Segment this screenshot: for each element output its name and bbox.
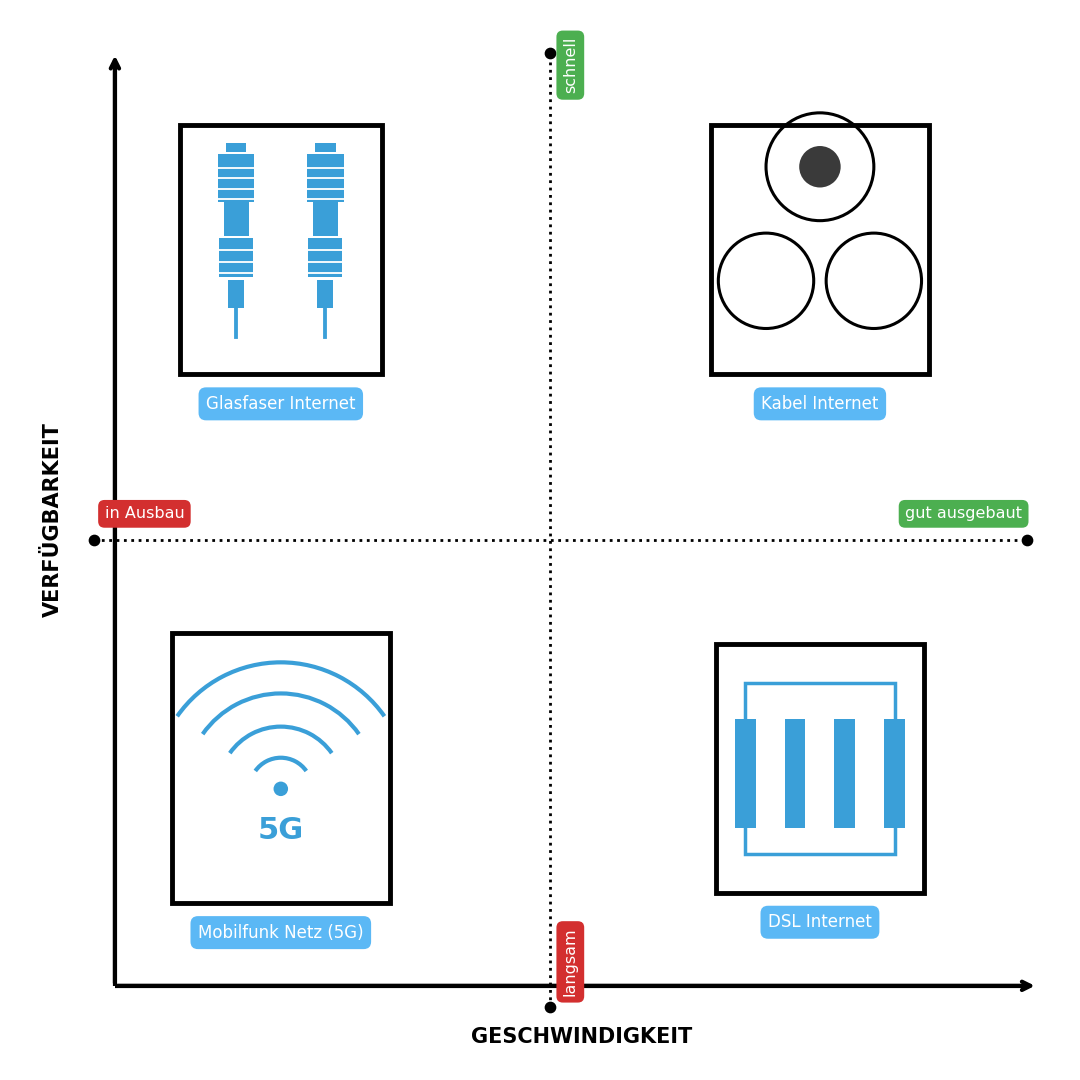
FancyBboxPatch shape — [885, 719, 905, 827]
Point — [542, 44, 559, 62]
FancyBboxPatch shape — [711, 125, 929, 374]
Text: schnell: schnell — [563, 37, 578, 93]
Text: Mobilfunk Netz (5G): Mobilfunk Netz (5G) — [198, 923, 364, 942]
Text: VERFÜGBARKEIT: VERFÜGBARKEIT — [43, 422, 63, 617]
FancyBboxPatch shape — [179, 125, 382, 374]
Circle shape — [799, 146, 840, 188]
Point — [85, 531, 103, 549]
Circle shape — [273, 782, 288, 796]
FancyBboxPatch shape — [716, 644, 923, 892]
FancyBboxPatch shape — [313, 202, 338, 237]
FancyBboxPatch shape — [224, 202, 248, 237]
FancyBboxPatch shape — [228, 280, 244, 308]
FancyBboxPatch shape — [226, 143, 246, 152]
FancyBboxPatch shape — [219, 238, 254, 278]
Point — [1018, 531, 1036, 549]
Text: DSL Internet: DSL Internet — [768, 914, 872, 931]
Text: gut ausgebaut: gut ausgebaut — [905, 507, 1022, 522]
Point — [542, 998, 559, 1015]
Text: GESCHWINDIGKEIT: GESCHWINDIGKEIT — [471, 1027, 692, 1048]
FancyBboxPatch shape — [785, 719, 806, 827]
FancyBboxPatch shape — [835, 719, 855, 827]
FancyBboxPatch shape — [172, 633, 390, 903]
FancyBboxPatch shape — [218, 154, 255, 202]
Text: 5G: 5G — [258, 815, 303, 845]
FancyBboxPatch shape — [734, 719, 756, 827]
FancyBboxPatch shape — [308, 238, 342, 278]
FancyBboxPatch shape — [318, 280, 334, 308]
Text: Glasfaser Internet: Glasfaser Internet — [206, 395, 355, 413]
Text: Kabel Internet: Kabel Internet — [761, 395, 879, 413]
Text: in Ausbau: in Ausbau — [105, 507, 185, 522]
FancyBboxPatch shape — [307, 154, 343, 202]
Text: langsam: langsam — [563, 928, 578, 996]
FancyBboxPatch shape — [745, 683, 895, 853]
FancyBboxPatch shape — [315, 143, 336, 152]
